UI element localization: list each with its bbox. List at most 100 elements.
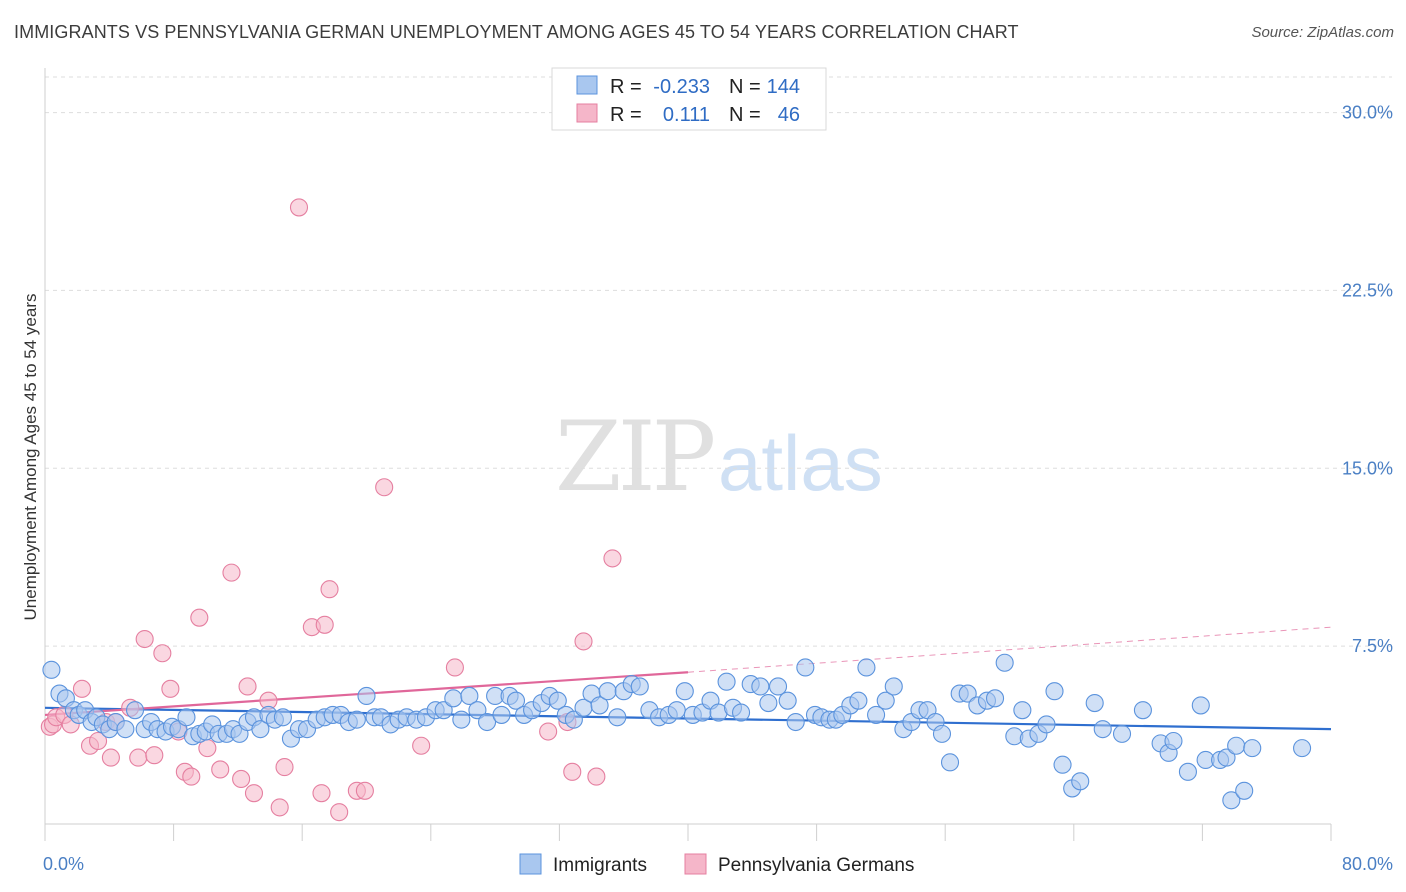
immigrants-point (347, 710, 366, 729)
immigrants-point (357, 686, 376, 705)
immigrants-point (630, 677, 649, 696)
y-axis-title: Unemployment Among Ages 45 to 54 years (21, 294, 40, 621)
x-tick-label-min: 0.0% (43, 854, 84, 874)
grid-lines (45, 76, 1392, 647)
pennsylvania-germans-point (222, 563, 241, 582)
pennsylvania-germans-point (88, 731, 108, 751)
immigrants-point (1045, 682, 1064, 701)
immigrants-point (1243, 739, 1262, 758)
pennsylvania-germans-point (445, 658, 464, 677)
x-tick-label-max: 80.0% (1342, 854, 1393, 874)
immigrants-point (1093, 720, 1112, 739)
immigrants-point (492, 705, 511, 724)
immigrants-point (1133, 701, 1152, 720)
immigrants-point (590, 696, 609, 715)
pennsylvania-germans-point (135, 629, 154, 649)
legend-r-label-2: R = (610, 104, 642, 126)
immigrants-point (1053, 755, 1072, 774)
immigrants-point (985, 689, 1005, 708)
immigrants-point (1222, 791, 1241, 810)
pennsylvania-germans-point (412, 736, 431, 755)
legend-n-label-2: N = (729, 104, 761, 126)
pennsylvania-germans-point (270, 798, 289, 817)
immigrants-point (759, 694, 778, 713)
immigrants-point (177, 708, 196, 727)
immigrants-point (1293, 739, 1312, 758)
legend-n-value-1: 144 (767, 76, 800, 98)
watermark-zip: ZIP (555, 401, 714, 513)
pennsylvania-germans-point (145, 746, 164, 765)
legend-n-value-2: 46 (778, 104, 800, 126)
immigrants-point (751, 677, 770, 696)
trend-line-extension-pink (687, 626, 1332, 673)
pennsylvania-germans-point (161, 679, 180, 698)
pennsylvania-germans-point (211, 760, 230, 779)
pennsylvania-germans-point (355, 781, 374, 800)
immigrants-point (564, 710, 583, 729)
bottom-legend-pennsylvania-germans: Pennsylvania Germans (718, 855, 914, 876)
pennsylvania-germans-point (244, 784, 264, 803)
legend-r-value-1: -0.233 (653, 76, 710, 98)
immigrants-point (717, 672, 736, 691)
immigrants-point (468, 701, 487, 720)
immigrants-point (1085, 694, 1104, 713)
immigrants-point (1112, 724, 1132, 743)
bottom-legend-swatch-immigrants (519, 853, 542, 875)
pennsylvania-germans-point (232, 769, 251, 788)
immigrants-point (116, 720, 135, 739)
immigrants-point (768, 677, 788, 696)
y-tick-label: 30.0% (1342, 103, 1393, 123)
legend-swatch-pennsylvania-germans (576, 103, 598, 123)
immigrants-point (1217, 748, 1236, 767)
immigrants-point (884, 677, 903, 696)
immigrants-point (251, 720, 270, 739)
pennsylvania-germans-point (129, 748, 148, 767)
y-tick-label: 15.0% (1342, 458, 1393, 478)
immigrants-point (786, 712, 805, 732)
immigrants-point (434, 701, 453, 720)
immigrants-point (548, 691, 567, 710)
legend-r-label-1: R = (610, 76, 642, 98)
chart-title: IMMIGRANTS VS PENNSYLVANIA GERMAN UNEMPL… (14, 22, 1019, 42)
immigrants-point (1235, 781, 1254, 800)
immigrants-point (867, 705, 886, 724)
immigrants-point (849, 691, 868, 710)
y-tick-label: 7.5% (1352, 636, 1393, 656)
pennsylvania-germans-point (603, 549, 622, 568)
immigrants-point (932, 724, 952, 743)
immigrants-point (460, 686, 479, 705)
legend-r-value-2: 0.111 (663, 104, 710, 126)
pennsylvania-germans-point (238, 677, 257, 696)
source-credit: Source: ZipAtlas.com (1251, 24, 1394, 41)
pennsylvania-germans-point (315, 615, 334, 634)
immigrants-point (667, 701, 686, 720)
axes (44, 68, 1332, 841)
immigrants-point (1071, 772, 1090, 791)
immigrants-point (1164, 731, 1183, 751)
immigrants-point (731, 703, 751, 722)
immigrants-point (876, 691, 895, 710)
immigrants-point (273, 708, 292, 727)
pennsylvania-germans-point (289, 198, 309, 217)
immigrants-point (478, 712, 497, 732)
immigrants-point (444, 689, 463, 708)
immigrants-point (1191, 696, 1210, 715)
pennsylvania-germans-point (539, 722, 558, 741)
immigrants-point (1037, 715, 1056, 734)
immigrants-point (675, 682, 694, 701)
y-tick-label: 22.5% (1342, 280, 1393, 300)
immigrants-point (506, 691, 526, 710)
immigrants-point (857, 658, 876, 677)
immigrants-point (608, 708, 627, 727)
pennsylvania-germans-point (72, 679, 92, 698)
pennsylvania-germans-point (587, 767, 606, 786)
pennsylvania-germans-point (190, 608, 209, 627)
immigrants-point (1227, 736, 1246, 755)
pennsylvania-germans-point (275, 758, 294, 777)
legend-swatch-immigrants (576, 75, 598, 95)
bottom-legend-swatch-pennsylvania-germans (684, 853, 707, 875)
immigrants-point (42, 660, 61, 679)
immigrants-point (598, 682, 617, 701)
pennsylvania-germans-point (375, 478, 394, 497)
